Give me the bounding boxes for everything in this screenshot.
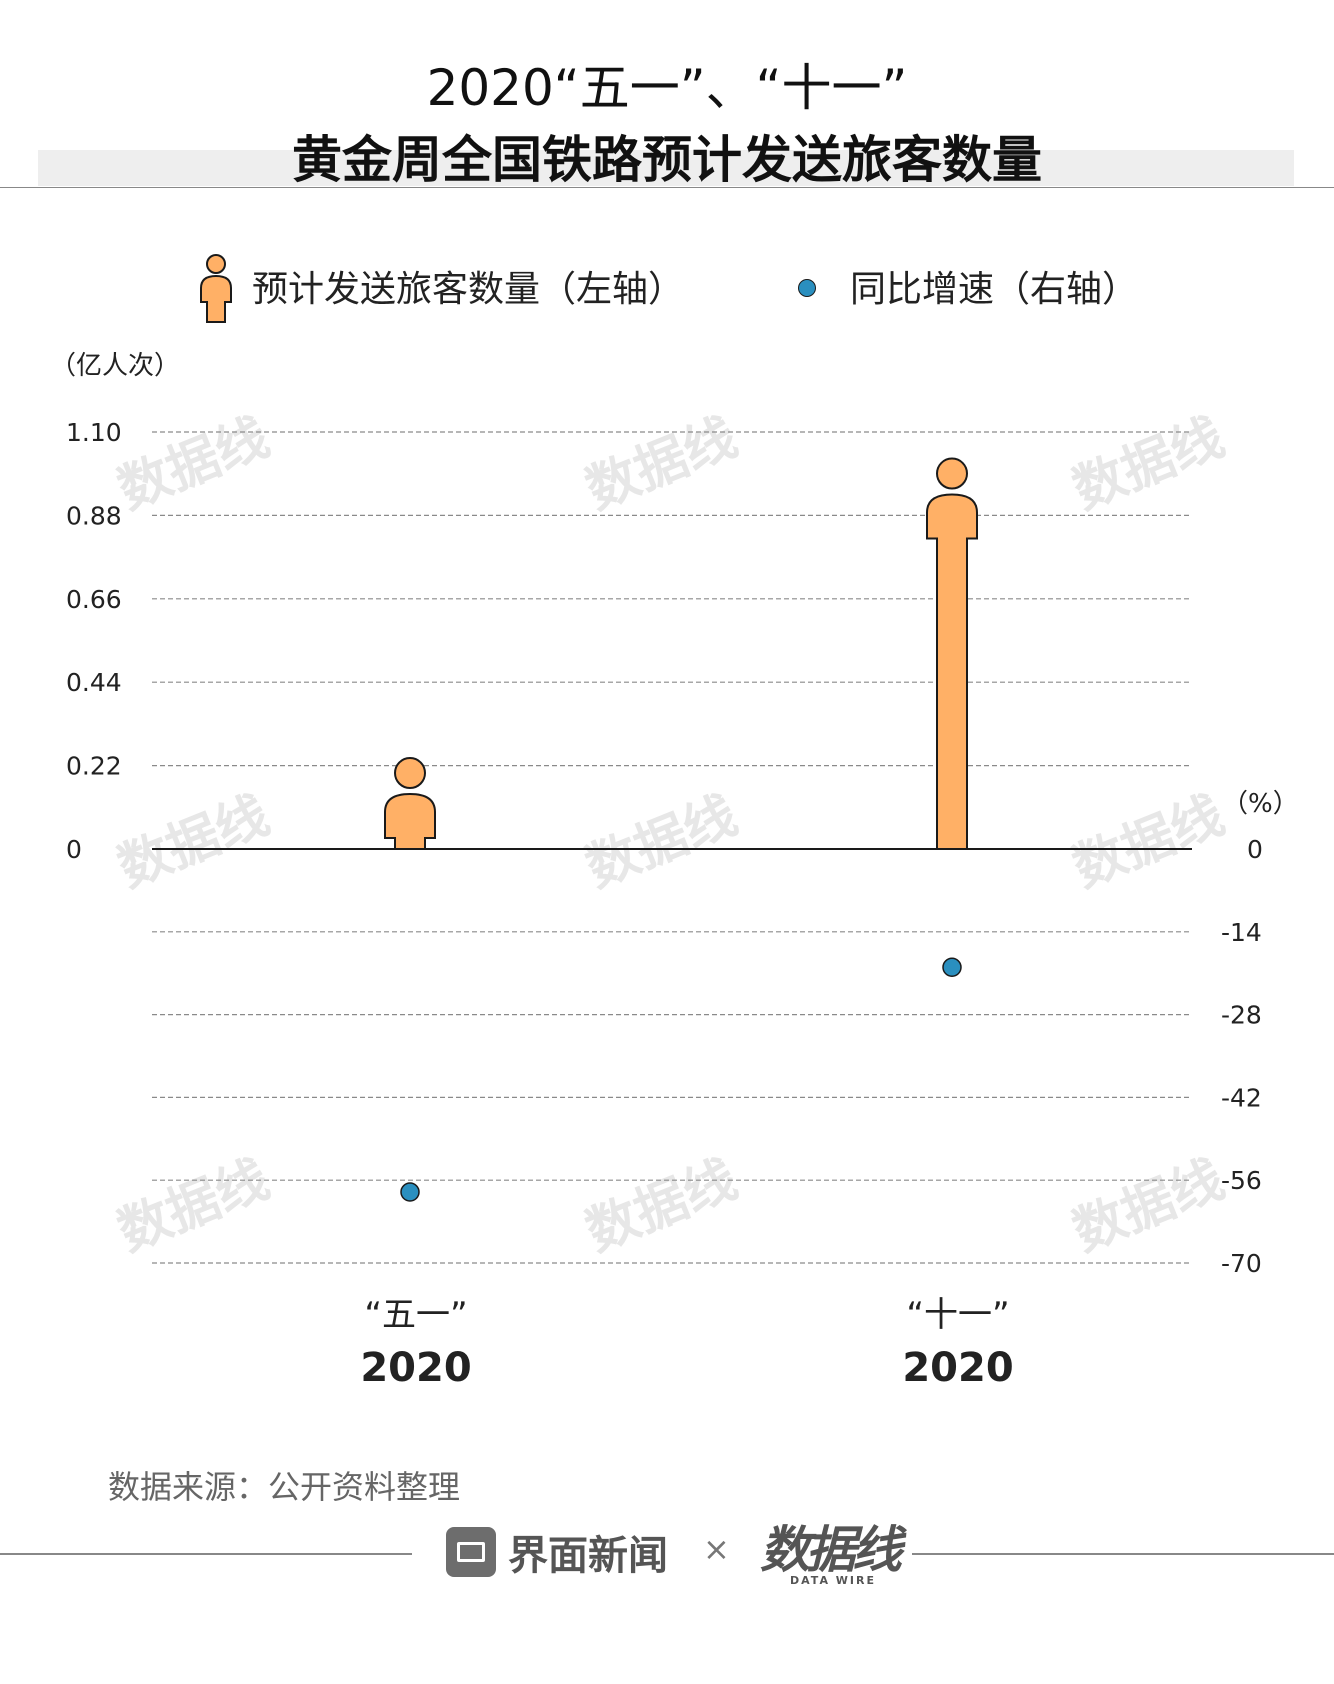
watermark: 数据线 (110, 1149, 277, 1263)
footer-divider-left (0, 1553, 412, 1555)
right-tick-label: 0 (1247, 835, 1263, 864)
watermark: 数据线 (578, 785, 745, 899)
passenger-bar (384, 793, 436, 850)
left-tick-label: 0.44 (66, 668, 122, 697)
right-tick-label: -56 (1221, 1166, 1262, 1195)
title-divider (0, 187, 1334, 188)
left-tick-label: 1.10 (66, 418, 122, 447)
right-tick-label: -42 (1221, 1083, 1262, 1112)
category-holiday-label: “五一” (364, 1295, 467, 1335)
category-year-label: 2020 (360, 1345, 471, 1391)
left-tick-label: 0.22 (66, 752, 122, 781)
watermark: 数据线 (578, 1149, 745, 1263)
footer-separator: × (703, 1530, 730, 1568)
left-axis-unit: （亿人次） (50, 351, 180, 381)
title-line-1: 2020“五一”、“十一” (426, 59, 908, 117)
right-tick-label: -14 (1221, 918, 1262, 947)
jiemian-logo-icon (446, 1527, 496, 1577)
watermark: 数据线 (1065, 407, 1232, 521)
passenger-bar (926, 493, 978, 850)
category-holiday-label: “十一” (906, 1295, 1009, 1335)
passenger-bar-head (394, 757, 426, 790)
chart-title: 2020“五一”、“十一” 黄金周全国铁路预计发送旅客数量 (0, 52, 1334, 196)
footer-brand-datawire: 数据线 (760, 1521, 902, 1579)
person-icon (200, 254, 232, 323)
legend: 预计发送旅客数量（左轴） 同比增速（右轴） (0, 250, 1334, 323)
legend-passengers-label: 预计发送旅客数量（左轴） (252, 269, 685, 310)
watermark: 数据线 (578, 407, 745, 521)
left-tick-label: 0.66 (66, 585, 122, 614)
right-tick-label: -70 (1221, 1249, 1262, 1278)
left-tick-label: 0 (66, 835, 82, 864)
footer-brand-datawire-sub: DATA WIRE (790, 1574, 876, 1587)
title-band (38, 150, 1294, 186)
legend-growth-label: 同比增速（右轴） (850, 269, 1139, 310)
footer-brand-jiemian: 界面新闻 (508, 1533, 668, 1579)
watermark: 数据线 (110, 785, 277, 899)
footer-divider-right (912, 1553, 1334, 1555)
watermark: 数据线 (1065, 785, 1232, 899)
growth-dot (400, 1182, 420, 1202)
right-axis-unit: （%） (1222, 789, 1299, 819)
watermark: 数据线 (1065, 1149, 1232, 1263)
data-source: 数据来源：公开资料整理 (108, 1468, 461, 1506)
passenger-bar-head (936, 457, 968, 490)
category-year-label: 2020 (902, 1345, 1013, 1391)
left-tick-label: 0.88 (66, 501, 122, 530)
watermark: 数据线 (110, 407, 277, 521)
title-line-2: 黄金周全国铁路预计发送旅客数量 (292, 131, 1042, 189)
right-tick-label: -28 (1221, 1001, 1262, 1030)
dot-icon (798, 279, 816, 297)
growth-dot (942, 957, 962, 978)
